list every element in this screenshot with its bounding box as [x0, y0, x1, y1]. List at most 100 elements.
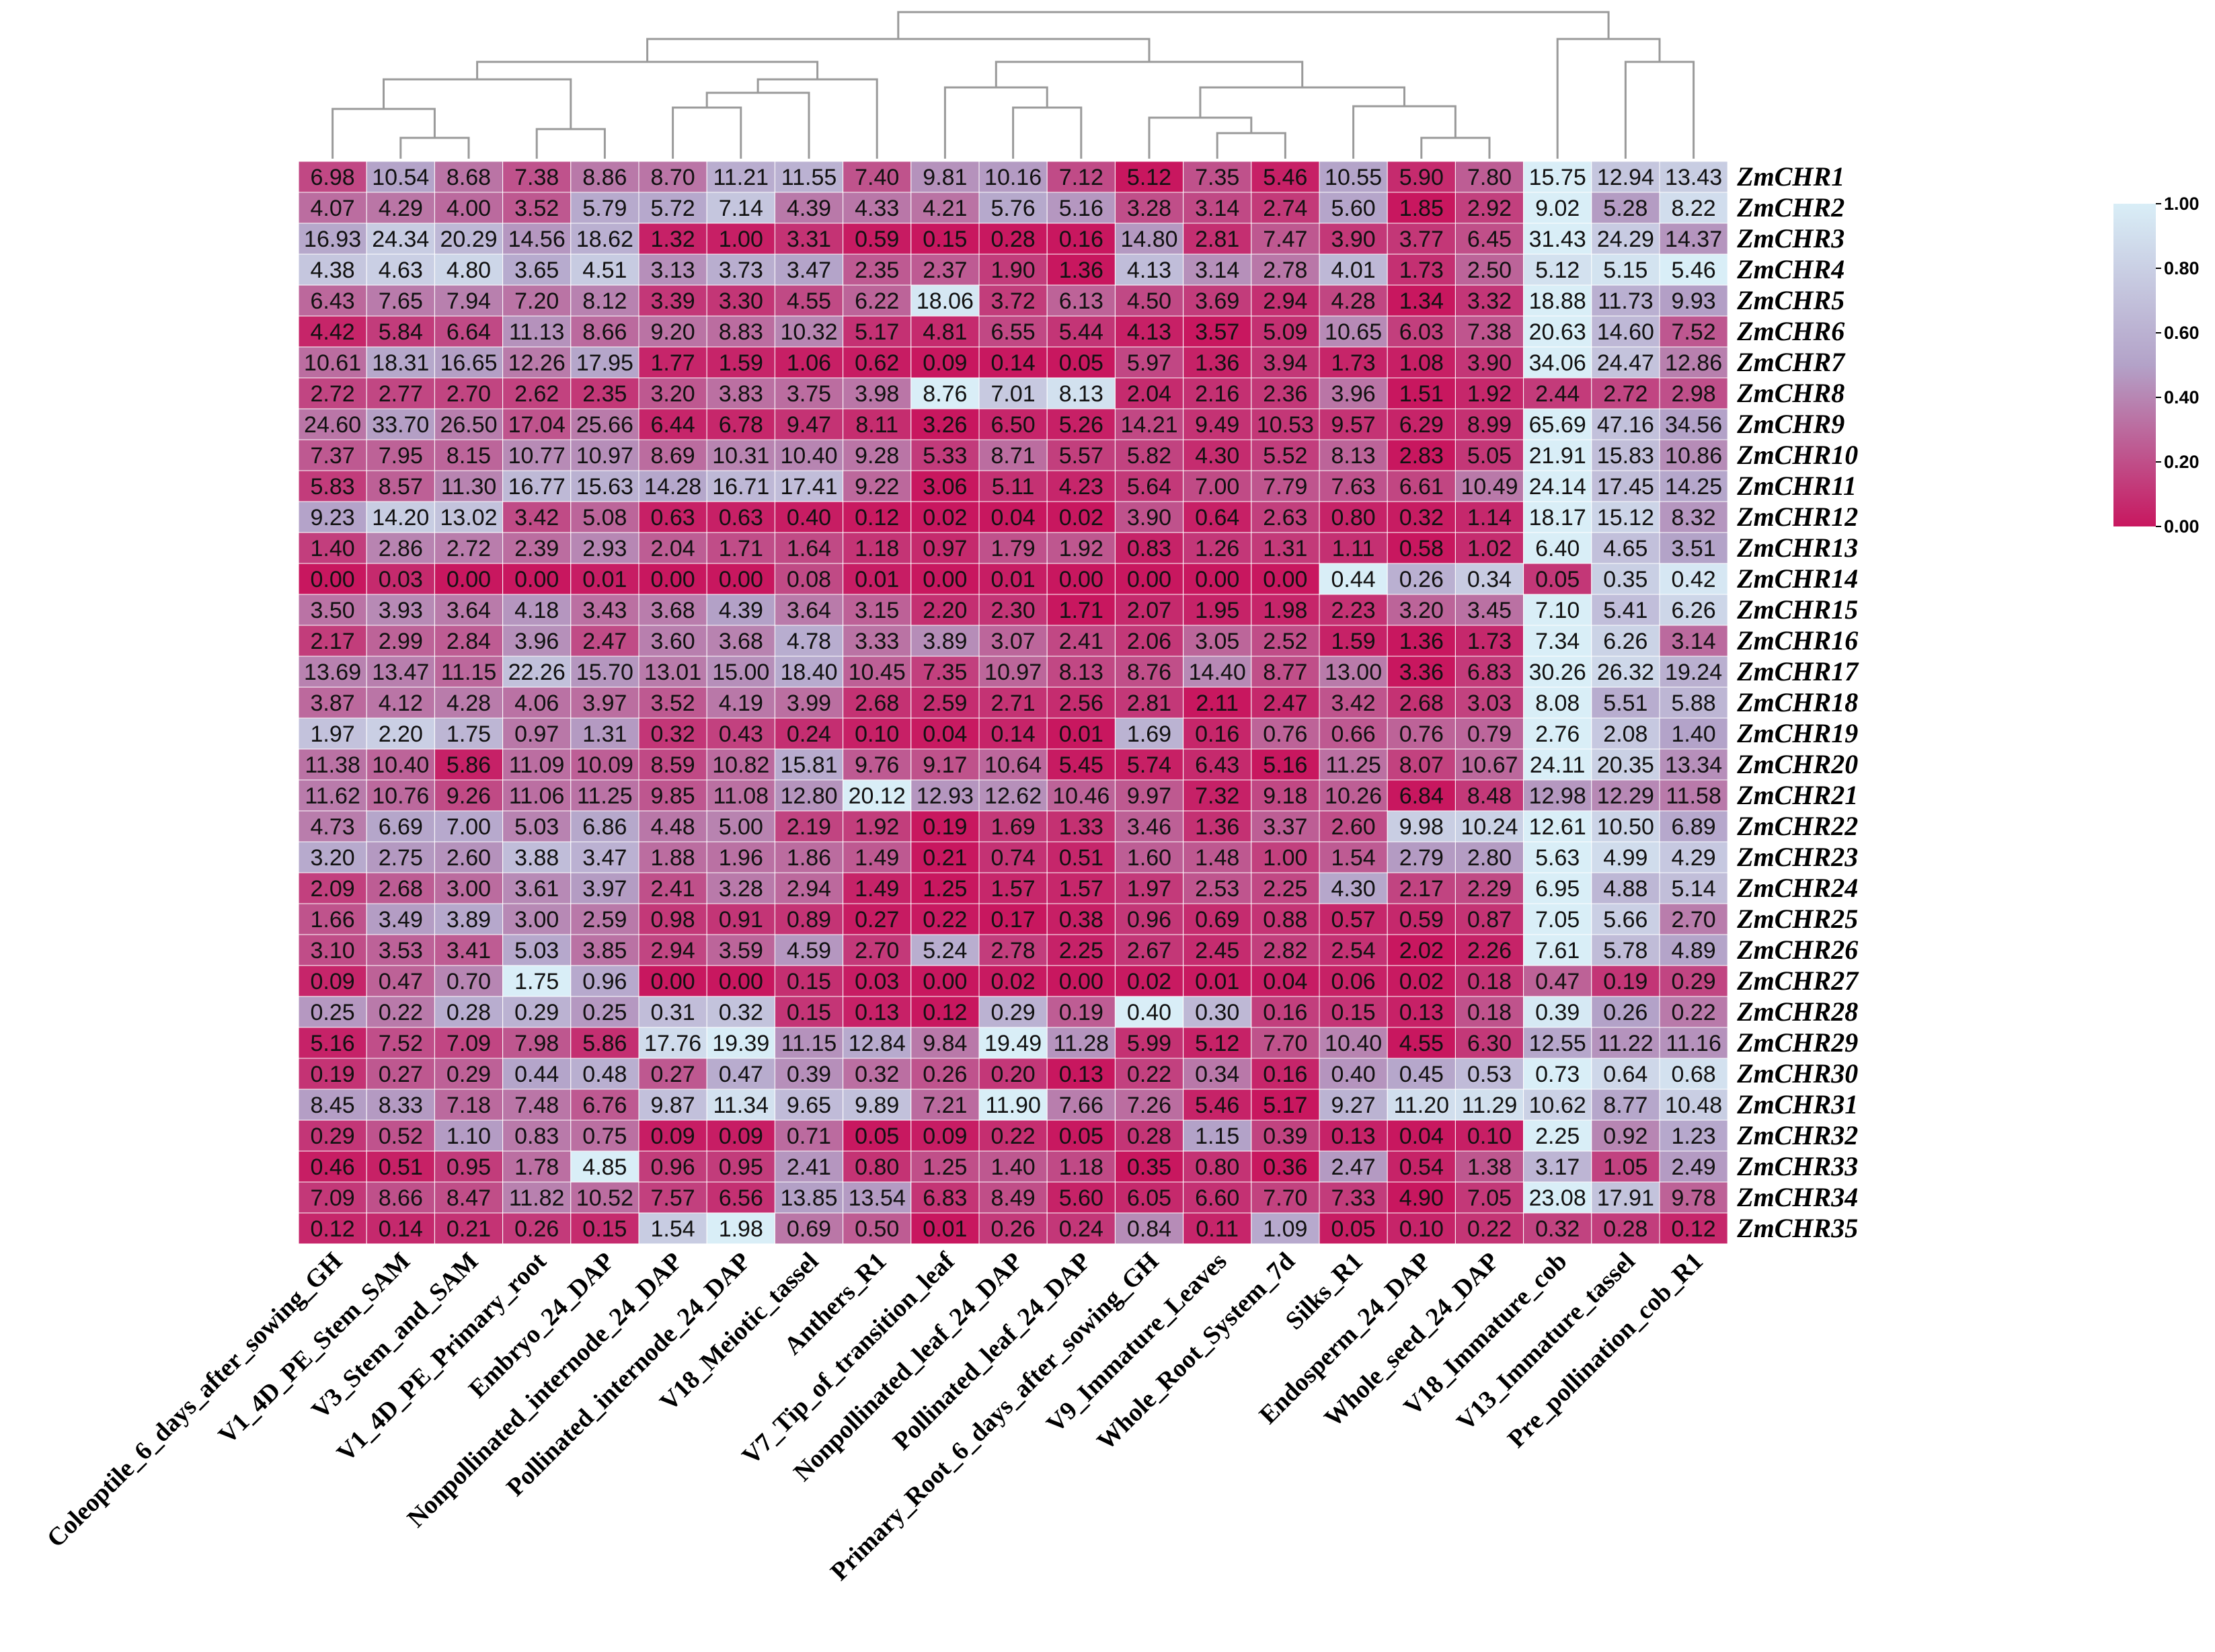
cell-value-label: 8.13 — [1059, 381, 1103, 407]
heatmap-cell — [1523, 717, 1592, 750]
heatmap-cell — [638, 965, 707, 997]
heatmap-cell — [978, 1058, 1048, 1090]
cell-value-label: 0.00 — [514, 567, 559, 592]
cell-value-label: 12.55 — [1529, 1031, 1586, 1056]
heatmap-cell — [1114, 779, 1184, 812]
heatmap-cell — [774, 686, 844, 719]
cell-value-label: 13.00 — [1325, 660, 1382, 685]
cell-value-label: 0.00 — [923, 567, 967, 592]
cell-value-label: 18.06 — [917, 288, 974, 314]
cell-value-label: 3.05 — [1195, 629, 1239, 654]
heatmap-cell — [570, 223, 639, 255]
cell-value-label: 1.57 — [991, 876, 1036, 902]
cell-value-label: 0.40 — [1331, 1062, 1376, 1087]
cell-value-label: 0.32 — [855, 1062, 899, 1087]
heatmap-cell — [843, 996, 912, 1028]
heatmap-cell — [1454, 439, 1524, 471]
cell-value-label: 17.04 — [508, 412, 566, 438]
cell-value-label: 6.44 — [651, 412, 695, 438]
cell-value-label: 0.01 — [1195, 969, 1239, 994]
heatmap-cell — [706, 965, 775, 997]
heatmap-cell — [1454, 996, 1524, 1028]
cell-value-label: 7.14 — [719, 196, 763, 221]
cell-value-label: 9.81 — [923, 165, 967, 190]
heatmap-cell — [843, 779, 912, 812]
cell-value-label: 9.93 — [1672, 288, 1716, 314]
cell-value-label: 0.26 — [923, 1062, 967, 1087]
heatmap-cell — [434, 594, 504, 626]
cell-value-label: 3.49 — [379, 907, 423, 933]
cell-value-label: 2.81 — [1195, 227, 1239, 252]
cell-value-label: 11.34 — [713, 1093, 769, 1118]
cell-value-label: 12.86 — [1665, 350, 1722, 376]
cell-value-label: 14.37 — [1665, 227, 1722, 252]
cell-value-label: 6.43 — [311, 288, 355, 314]
cell-value-label: 0.74 — [991, 845, 1036, 871]
cell-value-label: 14.80 — [1120, 227, 1177, 252]
heatmap-cell — [298, 192, 367, 224]
row-label: ZmCHR19 — [1736, 718, 1858, 748]
heatmap-cell — [1319, 779, 1388, 812]
cell-value-label: 2.30 — [991, 598, 1036, 623]
cell-value-label: 65.69 — [1529, 412, 1586, 438]
cell-value-label: 0.02 — [923, 505, 967, 530]
cell-value-label: 13.43 — [1665, 165, 1722, 190]
cell-value-label: 4.42 — [311, 319, 355, 345]
cell-value-label: 0.80 — [855, 1154, 899, 1180]
row-label: ZmCHR23 — [1736, 842, 1858, 872]
cell-value-label: 10.40 — [780, 443, 837, 469]
cell-value-label: 0.76 — [1263, 721, 1307, 747]
cell-value-label: 9.98 — [1399, 814, 1444, 840]
heatmap-cell — [1046, 1150, 1116, 1183]
cell-value-label: 0.05 — [1059, 350, 1103, 376]
row-label: ZmCHR1 — [1736, 161, 1844, 192]
cell-value-label: 6.43 — [1195, 752, 1239, 778]
heatmap-cell — [1659, 1089, 1728, 1121]
cell-value-label: 1.75 — [514, 969, 559, 994]
heatmap-cell — [1183, 686, 1252, 719]
cell-value-label: 0.14 — [379, 1216, 423, 1242]
cell-value-label: 2.84 — [446, 629, 491, 654]
heatmap-cell — [434, 377, 504, 409]
cell-value-label: 1.86 — [787, 845, 831, 871]
cell-value-label: 1.26 — [1195, 536, 1239, 561]
cell-value-label: 0.42 — [1672, 567, 1716, 592]
cell-value-label: 0.09 — [651, 1124, 695, 1149]
cell-value-label: 1.36 — [1195, 814, 1239, 840]
cell-value-label: 0.29 — [446, 1062, 491, 1087]
cell-value-label: 0.68 — [1672, 1062, 1716, 1087]
column-dendrogram — [332, 11, 1695, 159]
heatmap-cell — [1114, 1089, 1184, 1121]
cell-value-label: 1.00 — [1263, 845, 1307, 871]
cell-value-label: 14.21 — [1120, 412, 1177, 438]
heatmap-cell — [774, 346, 844, 379]
heatmap-cell — [1251, 1027, 1320, 1059]
heatmap-cell — [774, 223, 844, 255]
cell-value-label: 9.57 — [1331, 412, 1376, 438]
cell-value-label: 5.74 — [1127, 752, 1171, 778]
heatmap-cell — [706, 717, 775, 750]
cell-value-label: 14.60 — [1597, 319, 1654, 345]
heatmap-cell — [1591, 501, 1660, 533]
heatmap-cell — [1591, 284, 1660, 317]
heatmap-cell — [843, 346, 912, 379]
heatmap-cell — [1251, 656, 1320, 688]
heatmap-cell — [774, 192, 844, 224]
cell-value-label: 1.85 — [1399, 196, 1444, 221]
dendrogram-branch — [705, 91, 810, 159]
heatmap-cell — [1183, 1027, 1252, 1059]
cell-value-label: 1.31 — [582, 721, 627, 747]
heatmap-cell — [1591, 1150, 1660, 1183]
cell-value-label: 5.12 — [1195, 1031, 1239, 1056]
cell-value-label: 2.59 — [923, 691, 967, 716]
cell-value-label: 0.96 — [582, 969, 627, 994]
heatmap-cell — [706, 1119, 775, 1152]
cell-value-label: 3.26 — [923, 412, 967, 438]
cell-value-label: 10.09 — [576, 752, 633, 778]
cell-value-label: 0.01 — [923, 1216, 967, 1242]
cell-value-label: 0.28 — [991, 227, 1036, 252]
heatmap-cell — [1251, 872, 1320, 904]
cell-value-label: 1.10 — [446, 1124, 491, 1149]
cell-value-label: 0.00 — [651, 567, 695, 592]
cell-value-label: 0.29 — [514, 1000, 559, 1025]
